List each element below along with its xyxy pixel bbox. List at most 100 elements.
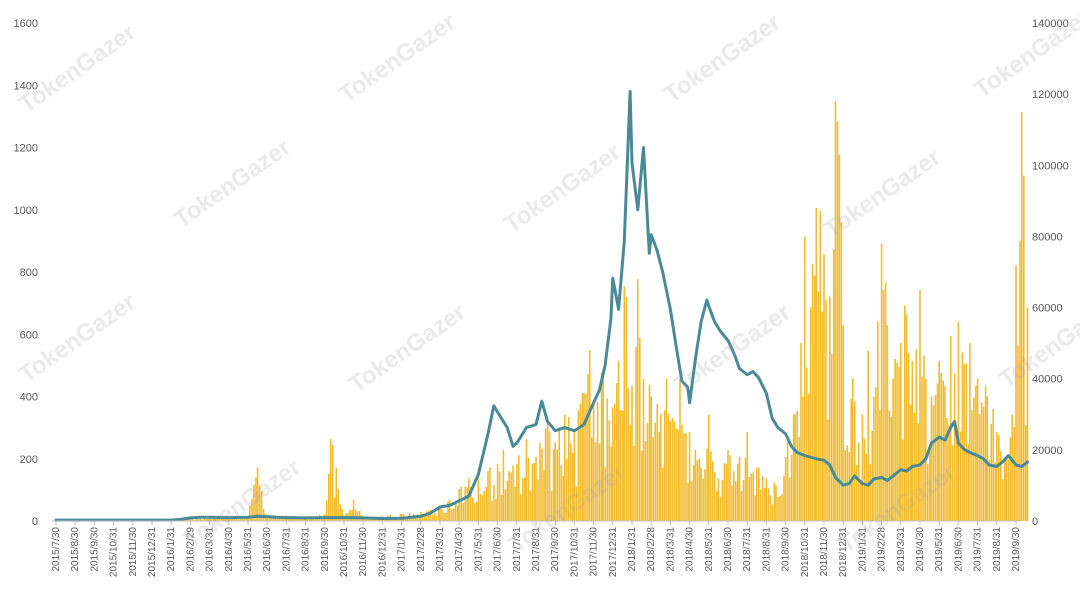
y-left-tick-label: 600 (20, 329, 38, 341)
bar (258, 485, 261, 521)
bar (456, 505, 459, 521)
x-tick-label: 2015/10/31 (109, 527, 120, 577)
bar (604, 466, 606, 521)
bar (424, 515, 426, 521)
x-tick-label: 2017/1/31 (397, 527, 408, 572)
x-tick-label: 2016/5/31 (243, 527, 254, 572)
bar (694, 449, 697, 521)
bar (721, 480, 724, 521)
bar (873, 396, 875, 521)
bar (226, 517, 229, 521)
bar (917, 423, 920, 521)
bar (587, 374, 589, 521)
bar (813, 275, 816, 521)
bar (610, 446, 612, 521)
bar (236, 517, 238, 521)
bar (274, 516, 276, 521)
bar (364, 519, 366, 521)
bar (468, 478, 470, 521)
bar (583, 392, 585, 521)
bar (633, 445, 635, 521)
bar (904, 305, 906, 521)
x-tick-label: 2015/7/30 (51, 527, 62, 572)
bar (779, 496, 781, 521)
bar (260, 491, 263, 521)
bar (447, 501, 449, 521)
bar (929, 449, 931, 521)
bar (619, 410, 622, 521)
bar (902, 439, 904, 521)
bar (303, 519, 306, 521)
bar (742, 479, 745, 521)
bar (1004, 458, 1006, 521)
bar (242, 518, 244, 521)
bar (716, 491, 718, 521)
bar (191, 518, 194, 521)
bar (262, 508, 265, 521)
bar (316, 517, 319, 521)
bar (489, 467, 491, 521)
axes-layer: 0 200 400 600 800 1000 1200 1400 1600 0 20000 40000… (14, 18, 1069, 577)
bar (788, 477, 791, 521)
bar (998, 434, 1000, 521)
bar (266, 515, 268, 521)
bar (1017, 345, 1019, 521)
bar (738, 457, 741, 521)
bar (203, 517, 206, 521)
x-tick-label: 2017/7/31 (512, 527, 523, 572)
bar (410, 518, 413, 521)
y-left-tick-label: 0 (32, 516, 38, 528)
y-right-tick-label: 40000 (1032, 374, 1063, 386)
bar (533, 463, 536, 521)
bar (688, 432, 691, 521)
bar (1007, 459, 1010, 521)
bar (871, 431, 873, 521)
bar (525, 439, 528, 521)
bar (911, 360, 914, 521)
bar (539, 442, 541, 521)
bar (890, 416, 893, 521)
bar (664, 410, 666, 521)
bar (376, 518, 378, 521)
bar (1015, 264, 1017, 521)
bar (621, 410, 624, 521)
bar (948, 425, 950, 521)
bar (706, 448, 708, 521)
bar (907, 353, 910, 521)
bar (727, 449, 729, 521)
bar (485, 486, 488, 521)
bar (341, 508, 344, 521)
bar (552, 449, 555, 521)
bar (771, 504, 774, 521)
x-tick-label: 2019/1/31 (857, 527, 868, 572)
bar (479, 494, 482, 521)
bar (216, 517, 219, 521)
bar (850, 398, 852, 521)
bar (784, 457, 787, 521)
bar (500, 495, 503, 521)
bar (368, 519, 370, 521)
bar (767, 488, 770, 521)
bar (642, 378, 645, 521)
bar (746, 432, 748, 521)
bar (1023, 175, 1025, 521)
x-tick-label: 2015/12/31 (147, 527, 158, 577)
bar (1000, 451, 1002, 521)
bar (834, 101, 837, 522)
x-tick-label: 2016/1/31 (166, 527, 177, 572)
bar (195, 519, 198, 521)
bar (665, 378, 668, 521)
bar (426, 511, 428, 521)
bar (984, 385, 987, 521)
bar (349, 509, 351, 521)
bar (247, 516, 249, 521)
bar (477, 467, 480, 521)
bar (737, 463, 739, 521)
x-tick-label: 2018/5/31 (704, 527, 715, 572)
x-tick-label: 2017/4/30 (454, 527, 465, 572)
bar (644, 441, 647, 521)
y-left-tick-label: 800 (20, 267, 38, 279)
y-left-tick-label: 200 (20, 454, 38, 466)
bar (432, 514, 434, 521)
bar (579, 403, 582, 521)
